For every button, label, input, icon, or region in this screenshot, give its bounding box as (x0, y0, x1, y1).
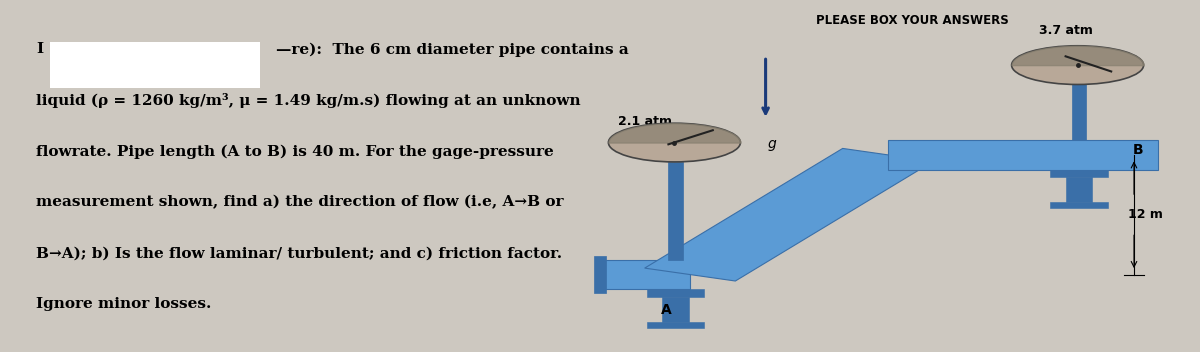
FancyBboxPatch shape (668, 162, 683, 260)
FancyBboxPatch shape (662, 297, 689, 322)
Circle shape (1012, 46, 1144, 84)
Text: 3.7 atm: 3.7 atm (1039, 24, 1092, 37)
FancyBboxPatch shape (1066, 177, 1092, 202)
Text: flowrate. Pipe length (A to B) is 40 m. For the gage-pressure: flowrate. Pipe length (A to B) is 40 m. … (36, 144, 553, 159)
Text: PLEASE BOX YOUR ANSWERS: PLEASE BOX YOUR ANSWERS (816, 14, 1008, 27)
Text: Ignore minor losses.: Ignore minor losses. (36, 297, 211, 312)
FancyBboxPatch shape (600, 260, 690, 289)
Text: B: B (1133, 143, 1144, 157)
FancyBboxPatch shape (1050, 202, 1108, 208)
Text: I: I (36, 42, 43, 56)
Circle shape (608, 123, 740, 162)
FancyBboxPatch shape (1072, 84, 1086, 140)
FancyBboxPatch shape (1050, 170, 1108, 177)
Text: 12 m: 12 m (1128, 208, 1163, 221)
Text: —re):  The 6 cm diameter pipe contains a: —re): The 6 cm diameter pipe contains a (276, 42, 629, 57)
Text: B→A); b) Is the flow laminar/ turbulent; and c) friction factor.: B→A); b) Is the flow laminar/ turbulent;… (36, 246, 562, 260)
Polygon shape (644, 149, 934, 281)
FancyBboxPatch shape (50, 42, 260, 88)
Text: liquid (ρ = 1260 kg/m³, μ = 1.49 kg/m.s) flowing at an unknown: liquid (ρ = 1260 kg/m³, μ = 1.49 kg/m.s)… (36, 93, 581, 108)
Text: 2.1 atm: 2.1 atm (618, 115, 672, 128)
FancyBboxPatch shape (594, 256, 606, 293)
FancyBboxPatch shape (888, 140, 1158, 170)
FancyBboxPatch shape (647, 289, 704, 297)
Text: g: g (767, 137, 776, 151)
Text: measurement shown, find a) the direction of flow (i.e, A→B or: measurement shown, find a) the direction… (36, 195, 564, 209)
FancyBboxPatch shape (647, 322, 704, 328)
Text: A: A (661, 303, 671, 317)
